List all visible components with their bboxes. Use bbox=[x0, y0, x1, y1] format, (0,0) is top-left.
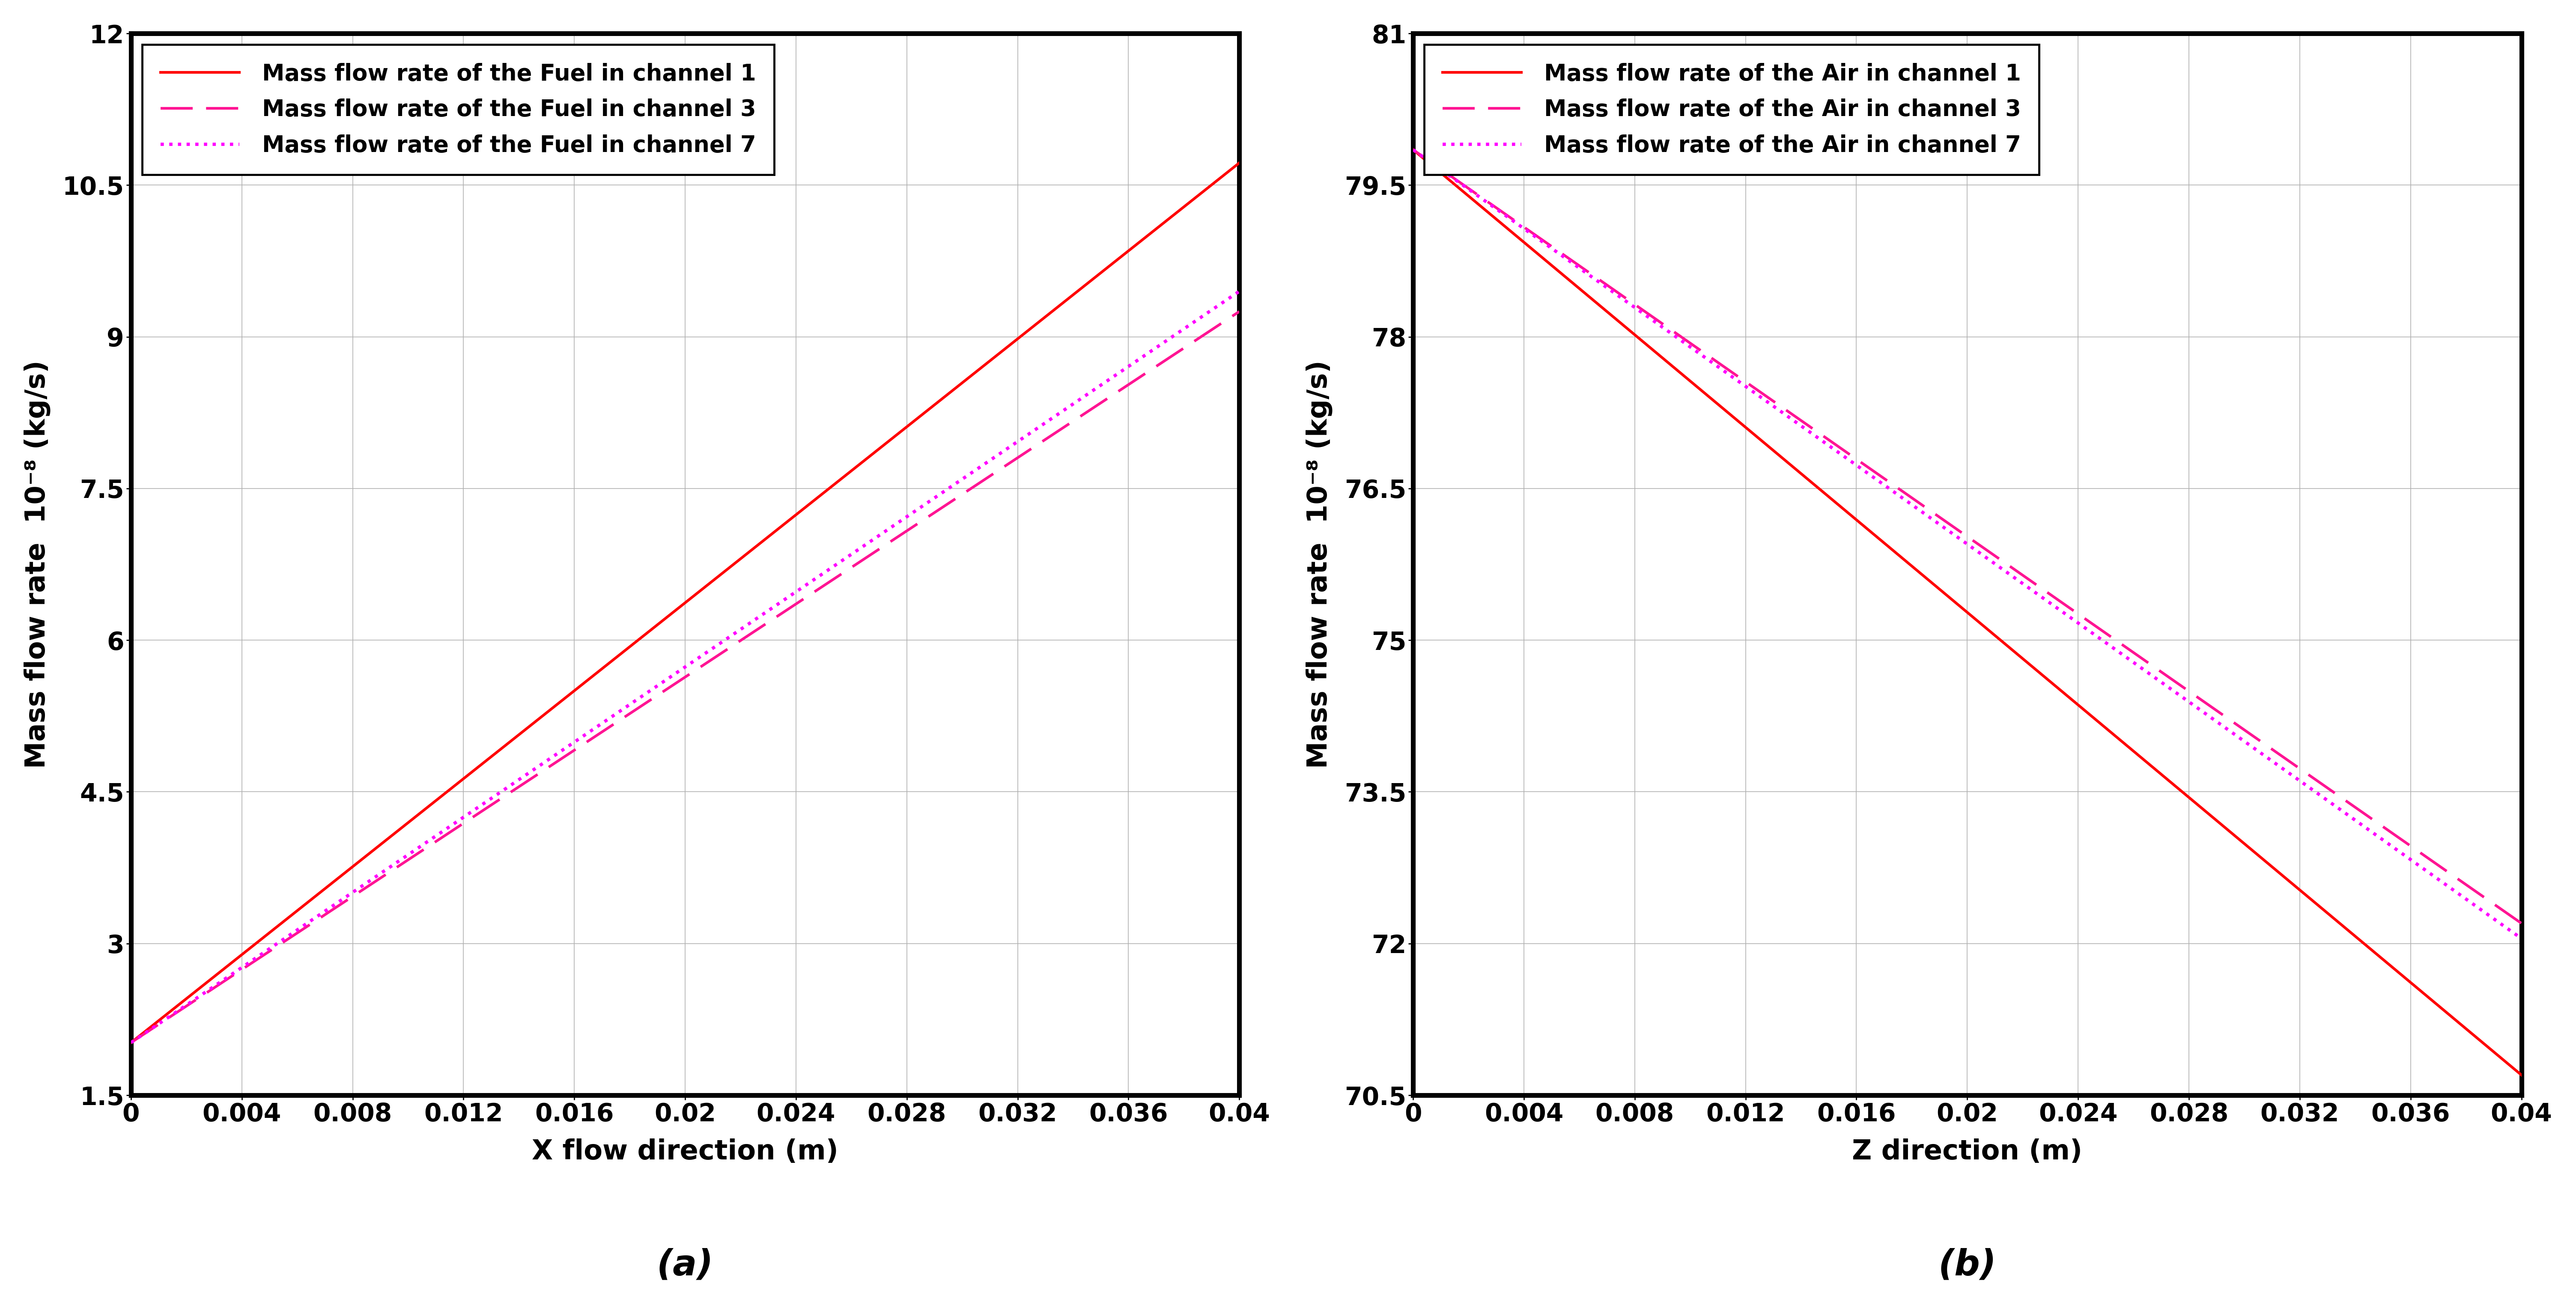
Line: Mass flow rate of the Air in channel 3: Mass flow rate of the Air in channel 3 bbox=[1414, 150, 2522, 923]
Line: Mass flow rate of the Fuel in channel 7: Mass flow rate of the Fuel in channel 7 bbox=[131, 292, 1239, 1042]
Mass flow rate of the Air in channel 1 bbox=[1399, 143, 1430, 158]
Text: (a): (a) bbox=[657, 1248, 714, 1283]
Mass flow rate of the Fuel in channel 7 bbox=[1025, 419, 1056, 434]
Mass flow rate of the Air in channel 3 bbox=[1924, 509, 1955, 525]
Mass flow rate of the Air in channel 1 bbox=[1924, 582, 1955, 597]
Mass flow rate of the Fuel in channel 1 bbox=[649, 612, 680, 627]
Mass flow rate of the Fuel in channel 7 bbox=[1198, 302, 1229, 318]
Mass flow rate of the Air in channel 1 bbox=[1929, 587, 1960, 603]
Mass flow rate of the Fuel in channel 1 bbox=[641, 617, 672, 632]
Mass flow rate of the Fuel in channel 7 bbox=[716, 629, 747, 644]
Mass flow rate of the Air in channel 3 bbox=[1399, 143, 1430, 158]
Mass flow rate of the Air in channel 1 bbox=[2306, 901, 2336, 916]
Mass flow rate of the Fuel in channel 1 bbox=[716, 559, 747, 574]
Mass flow rate of the Fuel in channel 3 bbox=[716, 639, 747, 654]
Mass flow rate of the Air in channel 1 bbox=[2506, 1067, 2537, 1082]
Mass flow rate of the Fuel in channel 1 bbox=[1198, 176, 1229, 192]
Mass flow rate of the Fuel in channel 7 bbox=[1224, 284, 1255, 299]
Legend: Mass flow rate of the Fuel in channel 1, Mass flow rate of the Fuel in channel 3: Mass flow rate of the Fuel in channel 1,… bbox=[142, 45, 775, 175]
Mass flow rate of the Air in channel 7 bbox=[1929, 521, 1960, 537]
Mass flow rate of the Air in channel 7 bbox=[2306, 788, 2336, 804]
Mass flow rate of the Fuel in channel 7 bbox=[116, 1034, 147, 1050]
Mass flow rate of the Fuel in channel 7 bbox=[649, 674, 680, 689]
Mass flow rate of the Fuel in channel 3 bbox=[775, 600, 806, 616]
Legend: Mass flow rate of the Air in channel 1, Mass flow rate of the Air in channel 3, : Mass flow rate of the Air in channel 1, … bbox=[1425, 45, 2040, 175]
Mass flow rate of the Air in channel 1 bbox=[2058, 692, 2089, 708]
Mass flow rate of the Air in channel 7 bbox=[2478, 911, 2509, 927]
Line: Mass flow rate of the Fuel in channel 1: Mass flow rate of the Fuel in channel 1 bbox=[131, 163, 1239, 1042]
Mass flow rate of the Air in channel 3 bbox=[1929, 515, 1960, 530]
Mass flow rate of the Air in channel 3 bbox=[2058, 603, 2089, 618]
Mass flow rate of the Fuel in channel 7 bbox=[775, 587, 806, 603]
Y-axis label: Mass flow rate  10⁻⁸ (kg/s): Mass flow rate 10⁻⁸ (kg/s) bbox=[23, 360, 52, 769]
Mass flow rate of the Air in channel 7 bbox=[2506, 931, 2537, 946]
Mass flow rate of the Fuel in channel 7 bbox=[641, 678, 672, 693]
X-axis label: X flow direction (m): X flow direction (m) bbox=[531, 1138, 837, 1165]
Mass flow rate of the Fuel in channel 3 bbox=[649, 683, 680, 699]
Mass flow rate of the Air in channel 7 bbox=[1924, 517, 1955, 533]
Mass flow rate of the Air in channel 3 bbox=[1996, 560, 2027, 575]
Mass flow rate of the Fuel in channel 1 bbox=[1224, 156, 1255, 171]
X-axis label: Z direction (m): Z direction (m) bbox=[1852, 1138, 2081, 1165]
Mass flow rate of the Air in channel 1 bbox=[1996, 643, 2027, 658]
Y-axis label: Mass flow rate  10⁻⁸ (kg/s): Mass flow rate 10⁻⁸ (kg/s) bbox=[1306, 360, 1332, 769]
Mass flow rate of the Fuel in channel 1 bbox=[775, 511, 806, 526]
Text: (b): (b) bbox=[1937, 1248, 1996, 1283]
Line: Mass flow rate of the Air in channel 7: Mass flow rate of the Air in channel 7 bbox=[1414, 150, 2522, 938]
Mass flow rate of the Air in channel 7 bbox=[2058, 612, 2089, 627]
Mass flow rate of the Air in channel 3 bbox=[2478, 897, 2509, 912]
Mass flow rate of the Fuel in channel 3 bbox=[1025, 435, 1056, 451]
Mass flow rate of the Fuel in channel 1 bbox=[1025, 314, 1056, 329]
Mass flow rate of the Air in channel 7 bbox=[1996, 569, 2027, 584]
Mass flow rate of the Fuel in channel 1 bbox=[116, 1034, 147, 1050]
Line: Mass flow rate of the Air in channel 1: Mass flow rate of the Air in channel 1 bbox=[1414, 150, 2522, 1074]
Mass flow rate of the Air in channel 3 bbox=[2306, 776, 2336, 792]
Mass flow rate of the Fuel in channel 3 bbox=[1198, 321, 1229, 337]
Mass flow rate of the Fuel in channel 3 bbox=[641, 688, 672, 704]
Mass flow rate of the Fuel in channel 3 bbox=[116, 1034, 147, 1050]
Mass flow rate of the Air in channel 1 bbox=[2478, 1045, 2509, 1060]
Mass flow rate of the Air in channel 7 bbox=[1399, 143, 1430, 158]
Line: Mass flow rate of the Fuel in channel 3: Mass flow rate of the Fuel in channel 3 bbox=[131, 311, 1239, 1042]
Mass flow rate of the Air in channel 3 bbox=[2506, 915, 2537, 931]
Mass flow rate of the Fuel in channel 3 bbox=[1224, 303, 1255, 319]
